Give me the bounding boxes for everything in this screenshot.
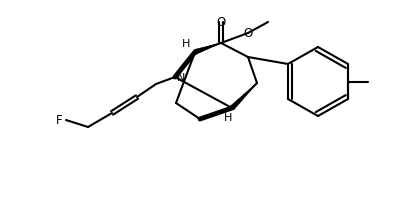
Text: H: H [224,113,232,123]
Text: N: N [177,73,185,83]
Text: H: H [182,39,190,49]
Polygon shape [230,83,257,110]
Text: O: O [216,15,226,28]
Text: F: F [56,114,63,126]
Text: O: O [243,27,253,40]
Polygon shape [194,43,221,54]
